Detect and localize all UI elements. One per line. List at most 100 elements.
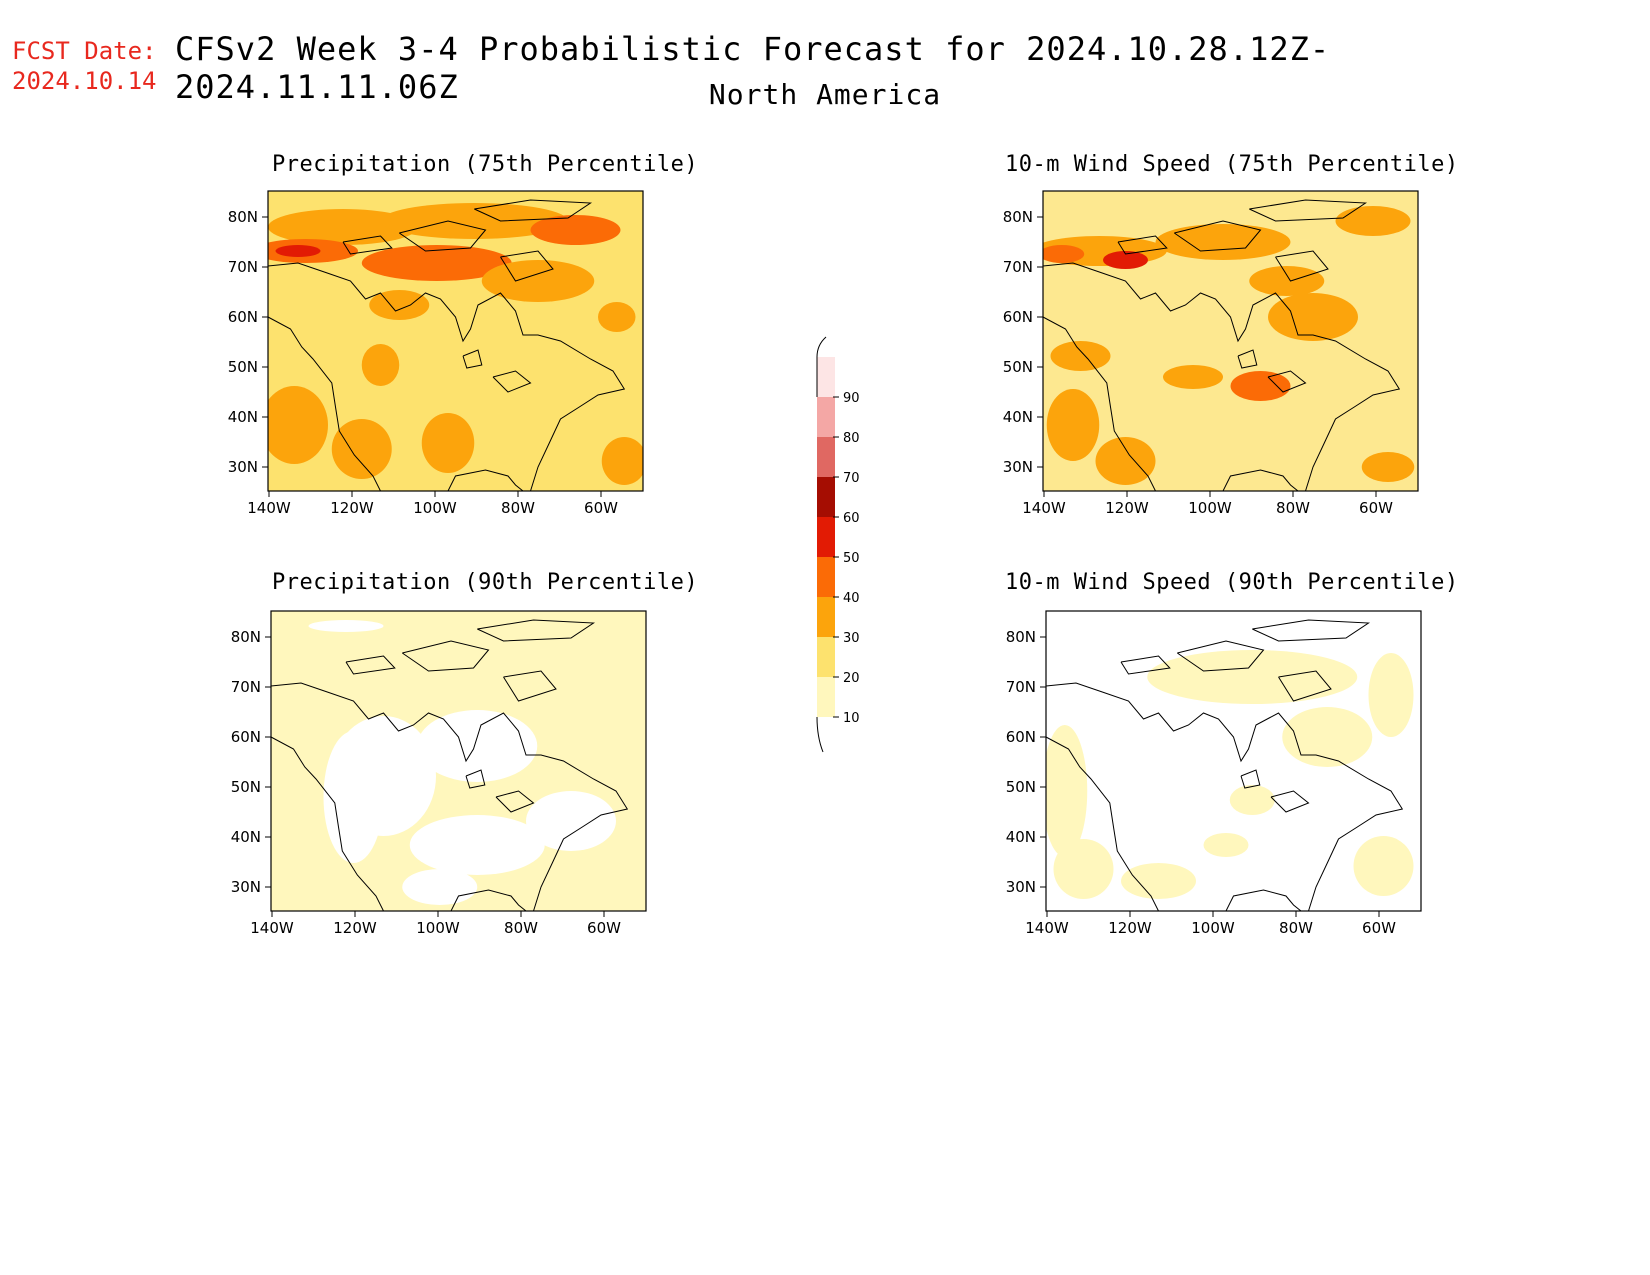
probability-region bbox=[1121, 863, 1196, 899]
probability-shading bbox=[271, 619, 629, 911]
island-outline bbox=[1252, 619, 1371, 642]
panel-title-wind90: 10-m Wind Speed (90th Percentile) bbox=[1005, 570, 1459, 595]
probability-region bbox=[331, 419, 392, 479]
probability-shading bbox=[268, 199, 643, 491]
probability-region bbox=[530, 215, 621, 245]
island-outline bbox=[1174, 220, 1262, 252]
probability-region bbox=[1353, 836, 1414, 896]
map-frame bbox=[267, 190, 644, 492]
lat-tick-label: 40N bbox=[1006, 828, 1036, 846]
panel-title-precip75: Precipitation (75th Percentile) bbox=[272, 152, 699, 177]
lon-tick-label: 120W bbox=[1108, 919, 1152, 937]
coastline bbox=[271, 682, 629, 911]
probability-region bbox=[1095, 437, 1156, 485]
island-outline bbox=[402, 640, 490, 672]
forecast-date-value: 2024.10.14 bbox=[12, 67, 157, 95]
lon-tick-label: 140W bbox=[250, 919, 294, 937]
lat-tick-label: 40N bbox=[228, 408, 258, 426]
probability-region bbox=[275, 245, 321, 257]
probability-region bbox=[1103, 251, 1148, 269]
probability-region bbox=[409, 815, 545, 875]
probability-region bbox=[1361, 452, 1415, 482]
colorbar-label: 50 bbox=[843, 551, 860, 566]
lat-tick-label: 30N bbox=[1006, 878, 1036, 896]
colorbar-bottom-edge bbox=[816, 716, 824, 753]
colorbar-label: 30 bbox=[843, 631, 860, 646]
coastline-west bbox=[271, 736, 384, 911]
forecast-date-block: FCST Date: 2024.10.14 bbox=[12, 36, 157, 96]
probability-region bbox=[369, 290, 430, 320]
island-outline bbox=[1237, 349, 1258, 369]
island-outline bbox=[474, 199, 593, 222]
colorbar-swatch bbox=[817, 517, 835, 557]
probability-region bbox=[1147, 650, 1358, 704]
lat-tick-label: 80N bbox=[1006, 628, 1036, 646]
probability-region bbox=[526, 791, 616, 851]
lon-tick-label: 140W bbox=[1025, 919, 1069, 937]
lat-tick-label: 60N bbox=[1003, 308, 1033, 326]
lon-tick-label: 120W bbox=[330, 499, 374, 517]
lon-tick-label: 140W bbox=[1022, 499, 1066, 517]
probability-region bbox=[323, 731, 384, 863]
colorbar-label: 70 bbox=[843, 471, 860, 486]
probability-region bbox=[361, 344, 400, 386]
map-wind90: 80N 70N 60N 50N 40N 30N 140W 120W 100W 80W 60W bbox=[1006, 610, 1422, 937]
lon-tick-label: 100W bbox=[1191, 919, 1235, 937]
island-outline bbox=[1249, 199, 1368, 222]
lat-tick-label: 50N bbox=[231, 778, 261, 796]
lat-tick-label: 30N bbox=[231, 878, 261, 896]
probability-region bbox=[598, 302, 636, 332]
lat-tick-label: 80N bbox=[228, 208, 258, 226]
panel-title-wind75: 10-m Wind Speed (75th Percentile) bbox=[1005, 152, 1459, 177]
lat-tick-label: 40N bbox=[1003, 408, 1033, 426]
lat-tick-label: 50N bbox=[228, 358, 258, 376]
lat-tick-label: 50N bbox=[1003, 358, 1033, 376]
lat-tick-label: 70N bbox=[228, 258, 258, 276]
coastline-gulf bbox=[1225, 889, 1302, 911]
colorbar-label: 80 bbox=[843, 431, 860, 446]
probability-region bbox=[1163, 365, 1223, 389]
coastline-gulf bbox=[450, 889, 527, 911]
island-outline bbox=[500, 250, 554, 282]
lon-tick-label: 120W bbox=[1105, 499, 1149, 517]
island-outline bbox=[1267, 370, 1307, 393]
island-outline bbox=[495, 790, 535, 813]
lat-tick-label: 60N bbox=[228, 308, 258, 326]
coastline-west bbox=[1046, 736, 1159, 911]
probability-region bbox=[1249, 266, 1325, 296]
lon-tick-label: 80W bbox=[1279, 919, 1313, 937]
island-outline bbox=[1270, 790, 1310, 813]
island-outline bbox=[1177, 640, 1265, 672]
page-title: CFSv2 Week 3-4 Probabilistic Forecast fo… bbox=[175, 30, 1331, 106]
lat-tick-label: 80N bbox=[1003, 208, 1033, 226]
probability-region bbox=[268, 386, 328, 464]
colorbar-label: 40 bbox=[843, 591, 860, 606]
lon-tick-label: 60W bbox=[1359, 499, 1393, 517]
lat-tick-label: 30N bbox=[1003, 458, 1033, 476]
probability-region bbox=[1230, 371, 1291, 401]
island-outline bbox=[1240, 769, 1261, 789]
map-precip75: 80N 70N 60N 50N 40N 30N 140W 120W 100W 80W 60W bbox=[228, 190, 644, 517]
colorbar-label: 90 bbox=[843, 391, 860, 406]
coastline bbox=[1043, 262, 1401, 491]
island-outline bbox=[503, 670, 557, 702]
lon-tick-label: 140W bbox=[247, 499, 291, 517]
lat-tick-label: 50N bbox=[1006, 778, 1036, 796]
probability-region bbox=[1053, 839, 1114, 899]
lon-tick-label: 80W bbox=[504, 919, 538, 937]
lon-tick-label: 100W bbox=[416, 919, 460, 937]
colorbar-swatch bbox=[817, 437, 835, 477]
lon-tick-label: 100W bbox=[413, 499, 457, 517]
colorbar-swatch bbox=[817, 477, 835, 517]
probability-region bbox=[1043, 245, 1085, 263]
probability-region bbox=[1046, 389, 1100, 461]
forecast-date-label: FCST Date: bbox=[12, 37, 157, 65]
probability-region bbox=[308, 620, 384, 632]
coastline bbox=[268, 262, 626, 491]
lat-tick-label: 70N bbox=[1003, 258, 1033, 276]
lon-tick-label: 100W bbox=[1188, 499, 1232, 517]
lat-tick-label: 40N bbox=[231, 828, 261, 846]
lat-tick-label: 70N bbox=[231, 678, 261, 696]
colorbar-swatch bbox=[817, 637, 835, 677]
lon-tick-label: 60W bbox=[584, 499, 618, 517]
